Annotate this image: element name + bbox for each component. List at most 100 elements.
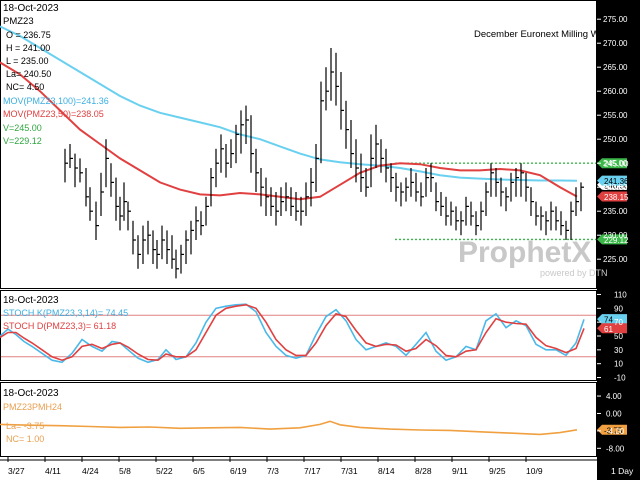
price-bar [250,115,254,173]
price-bar [156,240,160,269]
price-bar [345,100,349,149]
price-bar [445,196,449,226]
price-bar [285,182,289,212]
price-bar [142,225,146,264]
price-y-tick-label: 265.00 [603,63,628,72]
price-bar [320,81,324,164]
price-bar [152,230,156,264]
spread-nc: NC= 1.00 [6,434,44,444]
price-y-tick-label: 245.00 [603,159,628,168]
price-y-tick-label: 275.00 [603,15,628,24]
price-flag-bg [597,175,627,186]
price-flag: 240.50 [604,181,629,190]
price-y-tick-label: 235.00 [603,207,628,216]
v-high-label: V=245.00 [3,123,42,133]
price-date: 18-Oct-2023 [3,3,59,14]
stoch-flag-bg [597,314,627,325]
price-bar [370,134,374,188]
x-tick-label: 10/9 [526,466,543,476]
price-flag-bg [597,191,627,202]
price-bar [530,187,534,216]
price-flag-bg [597,234,627,245]
price-bar [500,177,504,207]
price-bar [560,211,564,236]
price-bar [550,201,554,231]
prophetx-watermark: ProphetX [458,236,591,269]
x-tick-label: 5/8 [119,466,131,476]
spread-flag: -3.75 [604,426,623,435]
price-bar [115,177,119,221]
x-tick-label: 7/3 [267,466,279,476]
price-flag: 238.15 [604,193,629,202]
spread-y-tick-label: -8.00 [606,444,625,453]
price-bar [490,163,494,197]
price-bar [340,72,344,130]
price-bar [210,168,214,207]
spread-last: La= -3.75 [6,421,44,431]
price-bar [415,172,419,202]
price-bar [180,244,184,274]
ohlc-last: La= 240.50 [6,69,51,79]
price-bar [265,177,269,216]
price-bar [74,153,78,188]
price-bar [225,144,229,178]
x-tick-label: 3/27 [8,466,25,476]
x-tick-label: 4/11 [45,466,61,476]
stoch-d-label: STOCH D(PMZ23,3)= 61.18 [3,321,116,331]
price-bar [515,168,519,197]
price-bar [470,201,474,226]
price-bar [570,201,574,240]
price-y-tick-label: 240.00 [603,183,628,192]
price-bar [450,201,454,226]
price-bar [405,177,409,202]
x-tick-label: 8/28 [415,466,432,476]
ohlc-open: O = 236.75 [6,30,51,40]
price-bar [440,192,444,216]
price-bar [325,67,329,111]
price-bar [132,220,136,255]
price-y-tick-label: 270.00 [603,39,628,48]
price-bar [260,168,264,207]
price-flag: 241.36 [604,177,629,186]
price-symbol: PMZ23 [3,16,34,27]
stoch-y-tick-label: 10 [614,360,623,369]
ma100-line [0,25,578,182]
spread-date: 18-Oct-2023 [3,388,59,399]
price-bar [64,148,68,183]
spread-y-tick-label: -4.00 [606,427,625,436]
price-bar [400,182,404,207]
price-bar [580,182,584,212]
price-bar [380,139,384,173]
price-bar [195,206,199,240]
x-tick-label: 1 Day [611,466,634,476]
stoch-y-tick-label: -10 [614,374,626,383]
price-bar [460,211,464,236]
price-bar [510,172,514,202]
stoch-y-tick-label: 90 [614,304,623,313]
price-bar [275,192,279,226]
price-bar [215,148,219,188]
stoch-y-tick-label: 110 [614,290,627,299]
price-bar [350,120,354,168]
stoch-y-tick-label: 70 [614,318,623,327]
prophetx-watermark-sub: powered by DTN [540,268,608,278]
ohlc-high: H = 241.00 [6,43,50,53]
price-bar [69,144,73,168]
chart-title: December Euronext Milling Wheat Daily [474,29,640,40]
price-bar [355,139,359,183]
stoch-flag: 74 [604,316,613,325]
price-bar [171,235,175,269]
price-bar [555,206,559,231]
price-bar [575,187,579,216]
price-bar [535,201,539,226]
stoch-flag: 61 [604,325,613,334]
price-bar [420,182,424,207]
price-flag-bg [597,158,627,169]
price-bar [565,220,569,240]
price-bar [385,148,389,183]
price-bar [485,182,489,216]
price-bar [100,172,104,216]
price-bar [270,187,274,216]
price-bar [110,163,114,197]
